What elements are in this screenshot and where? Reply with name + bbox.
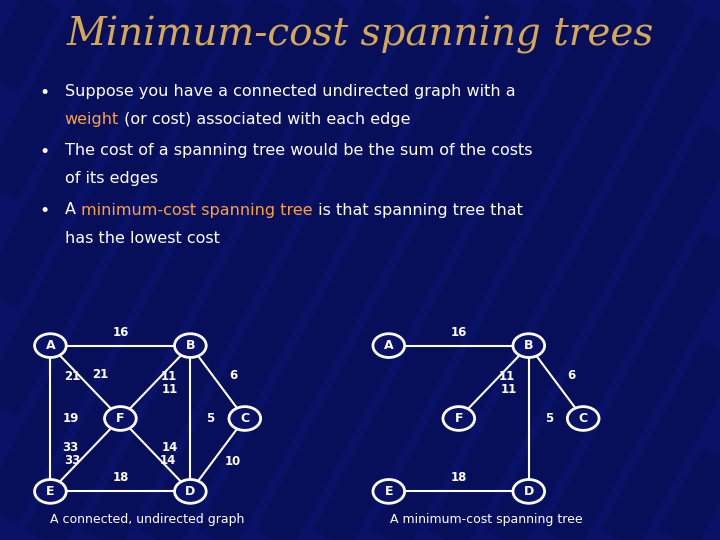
Text: B: B	[186, 339, 195, 352]
Circle shape	[443, 407, 474, 430]
Text: Suppose you have a connected undirected graph with a: Suppose you have a connected undirected …	[65, 84, 521, 99]
Circle shape	[35, 334, 66, 357]
Text: F: F	[116, 412, 125, 425]
Circle shape	[35, 480, 66, 503]
Text: 11: 11	[499, 370, 515, 383]
Text: 6: 6	[229, 369, 238, 382]
Circle shape	[567, 407, 599, 430]
Text: A connected, undirected graph: A connected, undirected graph	[50, 513, 245, 526]
Text: 16: 16	[451, 326, 467, 339]
Text: is that spanning tree that: is that spanning tree that	[312, 202, 523, 218]
Text: 33: 33	[63, 441, 79, 454]
Text: 5: 5	[207, 412, 215, 425]
Text: 11: 11	[500, 383, 516, 396]
Text: D: D	[523, 485, 534, 498]
Text: A: A	[65, 202, 81, 218]
Text: E: E	[46, 485, 55, 498]
Text: weight: weight	[65, 112, 119, 127]
Text: A: A	[45, 339, 55, 352]
Circle shape	[513, 480, 544, 503]
Text: A minimum-cost spanning tree: A minimum-cost spanning tree	[390, 513, 582, 526]
Text: (or cost) associated with each edge: (or cost) associated with each edge	[119, 112, 410, 127]
Circle shape	[373, 480, 405, 503]
Text: 21: 21	[92, 368, 108, 381]
Text: C: C	[240, 412, 249, 425]
Text: 14: 14	[160, 454, 176, 467]
Text: 19: 19	[63, 412, 78, 425]
Text: has the lowest cost: has the lowest cost	[65, 231, 220, 246]
Text: •: •	[40, 143, 50, 161]
Text: 11: 11	[162, 383, 178, 396]
Text: A: A	[384, 339, 394, 352]
Circle shape	[229, 407, 261, 430]
Text: 16: 16	[112, 326, 129, 339]
Text: of its edges: of its edges	[65, 171, 158, 186]
Circle shape	[174, 334, 206, 357]
Text: D: D	[185, 485, 196, 498]
Text: •: •	[40, 202, 50, 220]
Text: 18: 18	[451, 471, 467, 484]
Text: 6: 6	[567, 369, 576, 382]
Text: 5: 5	[545, 412, 553, 425]
Circle shape	[174, 480, 206, 503]
Circle shape	[373, 334, 405, 357]
Text: 11: 11	[161, 370, 176, 383]
Text: F: F	[454, 412, 463, 425]
Circle shape	[104, 407, 136, 430]
Text: Minimum-cost spanning trees: Minimum-cost spanning trees	[66, 16, 654, 54]
Text: 18: 18	[112, 471, 129, 484]
Text: E: E	[384, 485, 393, 498]
Text: The cost of a spanning tree would be the sum of the costs: The cost of a spanning tree would be the…	[65, 143, 532, 158]
Text: 14: 14	[162, 441, 178, 454]
Text: B: B	[524, 339, 534, 352]
Text: 21: 21	[64, 370, 81, 383]
Text: C: C	[579, 412, 588, 425]
Text: 10: 10	[225, 455, 241, 468]
Text: •: •	[40, 84, 50, 102]
Text: minimum-cost spanning tree: minimum-cost spanning tree	[81, 202, 312, 218]
Text: 33: 33	[64, 454, 81, 467]
Circle shape	[513, 334, 544, 357]
